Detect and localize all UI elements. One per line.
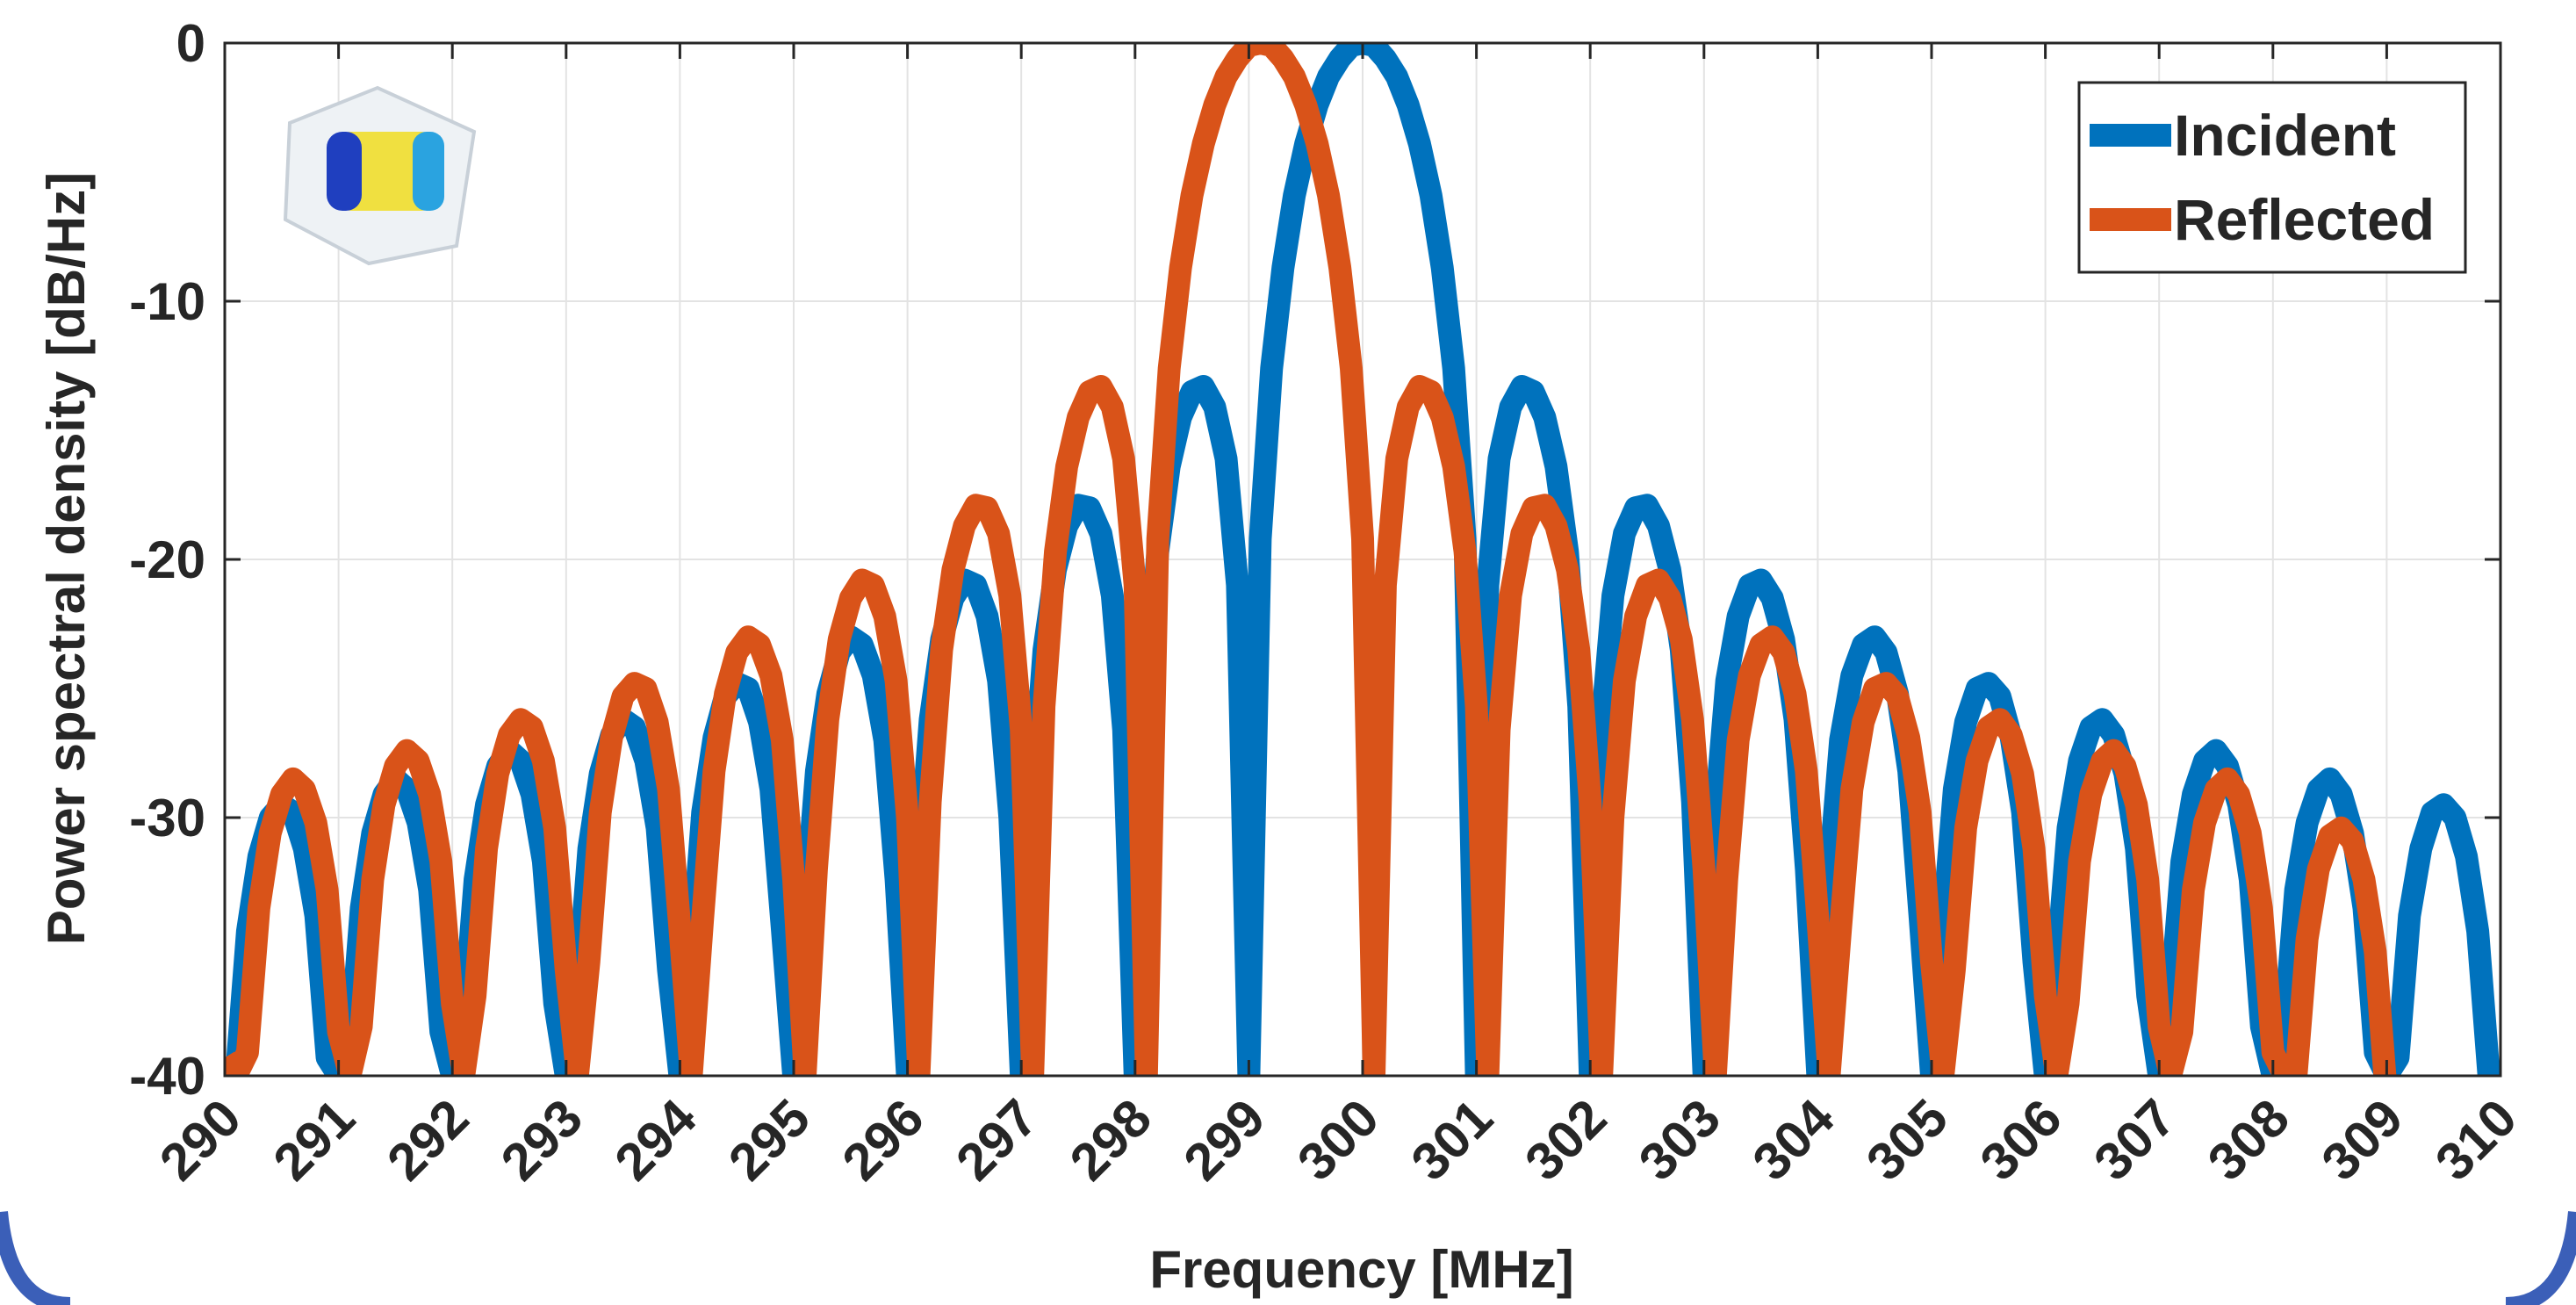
x-tick-label: 297 bbox=[945, 1088, 1048, 1192]
x-axis-label: Frequency [MHz] bbox=[1149, 1240, 1573, 1299]
legend-label: Incident bbox=[2174, 103, 2396, 168]
y-tick-label: -10 bbox=[129, 272, 205, 331]
icon-cylinder-end bbox=[327, 132, 362, 211]
x-tick-label: 303 bbox=[1628, 1088, 1731, 1192]
x-tick-label: 307 bbox=[2083, 1088, 2186, 1192]
x-tick-label: 292 bbox=[376, 1088, 479, 1192]
x-tick-label: 299 bbox=[1172, 1088, 1276, 1192]
x-tick-label: 306 bbox=[1969, 1088, 2073, 1192]
y-tick-label: 0 bbox=[176, 14, 205, 73]
x-tick-label: 305 bbox=[1855, 1088, 1959, 1192]
x-tick-label: 301 bbox=[1400, 1088, 1504, 1192]
x-tick-label: 300 bbox=[1286, 1088, 1390, 1192]
legend-box bbox=[2077, 81, 2467, 274]
app-icon bbox=[283, 85, 477, 266]
legend: Incident Reflected bbox=[2077, 81, 2467, 274]
series-line bbox=[225, 43, 2397, 1076]
lines bbox=[225, 43, 2500, 1076]
y-tick-label: -30 bbox=[129, 789, 205, 847]
y-axis-label: Power spectral density [dB/Hz] bbox=[37, 172, 96, 945]
x-tick-label: 302 bbox=[1514, 1088, 1617, 1192]
frame-decoration bbox=[0, 1211, 2576, 1305]
x-tick-label: 296 bbox=[831, 1088, 935, 1192]
legend-label: Reflected bbox=[2174, 187, 2435, 252]
x-tick-label: 308 bbox=[2197, 1088, 2300, 1192]
y-tick-label: -40 bbox=[129, 1047, 205, 1106]
y-tick-label: -20 bbox=[129, 530, 205, 589]
x-tick-label: 310 bbox=[2424, 1088, 2528, 1192]
x-tick-label: 291 bbox=[263, 1088, 366, 1192]
x-tick-label: 293 bbox=[490, 1088, 594, 1192]
x-tick-label: 298 bbox=[1059, 1088, 1162, 1192]
x-tick-label: 295 bbox=[717, 1088, 821, 1192]
icon-cylinder-end bbox=[413, 132, 444, 211]
x-tick-label: 309 bbox=[2310, 1088, 2414, 1192]
x-tick-label: 294 bbox=[603, 1087, 708, 1192]
x-tick-label: 304 bbox=[1741, 1087, 1846, 1192]
